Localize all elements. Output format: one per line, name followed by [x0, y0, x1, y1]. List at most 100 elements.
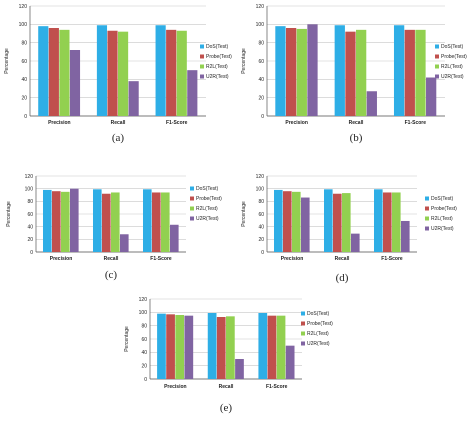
y-tick-label: 0 — [30, 250, 33, 256]
bar-probe-test--precision — [48, 28, 59, 116]
bar-r2l-test--precision — [296, 28, 307, 117]
y-tick-label: 100 — [256, 22, 265, 28]
bar-dos-test--precision — [274, 189, 283, 252]
legend-swatch — [435, 74, 439, 79]
bar-probe-test--precision — [52, 191, 61, 252]
bar-u2r-test--recall — [235, 359, 244, 379]
category-label: F1-Score — [266, 384, 288, 390]
legend-swatch — [435, 54, 439, 59]
legend-swatch — [425, 216, 429, 221]
bar-dos-test--f1-score — [393, 25, 405, 116]
bar-dos-test--recall — [207, 313, 217, 379]
category-label: Recall — [111, 120, 126, 126]
y-tick-label: 0 — [261, 114, 264, 120]
legend-label: DoS(Test) — [441, 44, 464, 50]
category-label: Recall — [335, 256, 350, 262]
y-tick-label: 120 — [256, 174, 265, 180]
legend-swatch — [425, 196, 429, 201]
y-tick-label: 60 — [258, 212, 264, 218]
bar-probe-test--f1-score — [152, 192, 161, 252]
legend-swatch — [200, 74, 204, 79]
bar-probe-test--f1-score — [267, 315, 277, 379]
category-label: F1-Score — [381, 256, 403, 262]
bar-r2l-test--f1-score — [161, 192, 170, 252]
bar-dos-test--recall — [96, 25, 108, 116]
y-tick-label: 60 — [21, 59, 27, 65]
bar-dos-test--precision — [38, 26, 49, 117]
legend-label: R2L(Test) — [196, 206, 218, 212]
bar-probe-test--recall — [102, 193, 111, 252]
y-tick-label: 20 — [258, 95, 264, 101]
chart-d: 0 20 40 60 80 100 120 Percentage Precision Recall… — [241, 174, 457, 284]
y-tick-label: 20 — [21, 95, 27, 101]
legend-label: Probe(Test) — [431, 206, 457, 212]
y-tick-label: 80 — [258, 40, 264, 46]
y-tick-label: 0 — [144, 377, 147, 383]
bar-r2l-test--f1-score — [276, 315, 286, 379]
y-tick-label: 0 — [24, 114, 27, 120]
bar-probe-test--precision — [285, 28, 297, 116]
bar-u2r-test--recall — [366, 91, 377, 116]
legend-label: DoS(Test) — [307, 311, 330, 317]
legend-swatch — [190, 186, 194, 191]
y-tick-label: 80 — [258, 199, 264, 205]
y-axis-label: Percentage — [6, 201, 12, 227]
legend-swatch — [190, 206, 194, 211]
legend-label: DoS(Test) — [431, 196, 454, 202]
y-tick-label: 80 — [21, 40, 27, 46]
category-label: F1-Score — [166, 120, 188, 126]
y-tick-label: 100 — [139, 310, 148, 316]
y-tick-label: 40 — [258, 77, 264, 83]
chart-e: 0 20 40 60 80 100 120 Percentage Precision Recall… — [124, 297, 333, 414]
y-axis-label: Percentage — [4, 48, 10, 74]
bar-r2l-test--recall — [356, 29, 367, 116]
y-tick-label: 40 — [21, 77, 27, 83]
bar-probe-test--precision — [283, 191, 292, 252]
legend-label: R2L(Test) — [307, 331, 329, 337]
y-tick-label: 60 — [27, 212, 33, 218]
bar-r2l-test--precision — [292, 191, 301, 252]
legend-swatch — [435, 64, 439, 69]
y-axis-label: Percentage — [124, 326, 130, 352]
legend-label: U2R(Test) — [196, 216, 219, 222]
legend-label: Probe(Test) — [196, 196, 222, 202]
bar-u2r-test--precision — [184, 315, 194, 379]
y-tick-label: 120 — [25, 174, 34, 180]
y-axis-label: Percentage — [241, 201, 247, 227]
bar-dos-test--precision — [43, 189, 52, 252]
y-tick-label: 0 — [261, 250, 264, 256]
y-tick-label: 80 — [27, 199, 33, 205]
bar-probe-test--f1-score — [166, 29, 177, 116]
bar-r2l-test--recall — [226, 316, 235, 379]
legend-swatch — [301, 321, 305, 326]
bar-r2l-test--f1-score — [415, 29, 426, 116]
y-tick-label: 20 — [27, 237, 33, 243]
bar-u2r-test--recall — [120, 234, 129, 252]
bar-u2r-test--recall — [351, 233, 360, 252]
y-tick-label: 120 — [256, 4, 265, 10]
bar-u2r-test--f1-score — [170, 224, 179, 252]
bar-probe-test--recall — [216, 317, 226, 379]
y-tick-label: 20 — [141, 363, 147, 369]
chart-a: 0 20 40 60 80 100 120 Percentage Precision Recall… — [4, 4, 232, 144]
category-label: Precision — [164, 384, 187, 390]
bar-dos-test--precision — [157, 313, 166, 379]
y-tick-label: 100 — [25, 186, 34, 192]
bar-dos-test--f1-score — [258, 313, 268, 379]
bar-dos-test--precision — [275, 26, 286, 117]
y-tick-label: 40 — [141, 350, 147, 356]
bar-dos-test--f1-score — [143, 189, 152, 252]
bar-r2l-test--f1-score — [392, 192, 401, 252]
bar-u2r-test--f1-score — [187, 70, 198, 116]
bar-dos-test--recall — [93, 189, 102, 252]
bar-probe-test--precision — [166, 314, 175, 379]
legend-swatch — [190, 196, 194, 201]
legend-label: Probe(Test) — [206, 54, 232, 60]
legend-label: DoS(Test) — [196, 186, 219, 192]
category-label: F1-Score — [405, 120, 427, 126]
bar-probe-test--f1-score — [383, 192, 392, 252]
y-tick-label: 60 — [258, 59, 264, 65]
legend-swatch — [200, 64, 204, 69]
bar-probe-test--recall — [333, 193, 342, 252]
legend-label: R2L(Test) — [431, 216, 453, 222]
